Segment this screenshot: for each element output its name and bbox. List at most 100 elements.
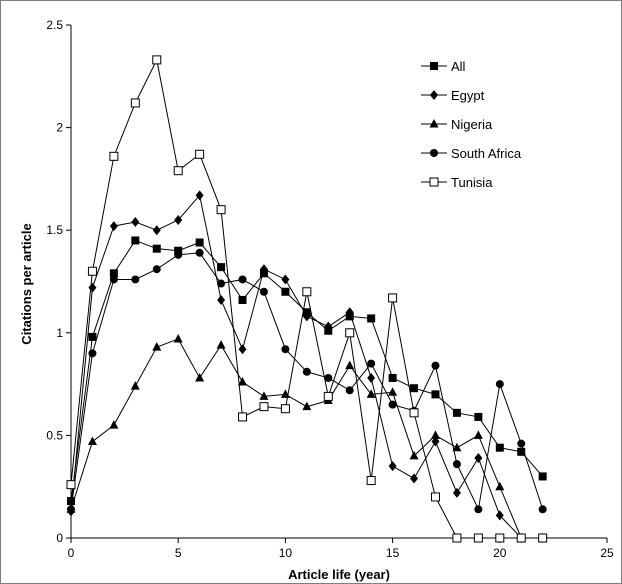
data-point-egypt — [367, 372, 376, 383]
legend-item-tunisia: Tunisia — [421, 175, 493, 190]
data-point-nigeria — [173, 333, 183, 343]
data-point-tunisia — [259, 402, 269, 412]
data-point-nigeria — [152, 342, 162, 351]
data-point-all — [538, 472, 547, 481]
legend-item-nigeria: Nigeria — [421, 117, 493, 132]
data-point-nigeria — [473, 430, 483, 439]
y-tick-label: 0.5 — [46, 428, 63, 442]
data-point-south-africa — [431, 361, 440, 370]
data-point-south-africa — [88, 349, 97, 358]
data-point-egypt — [324, 321, 333, 332]
series-line-egypt — [70, 194, 543, 539]
data-point-tunisia — [430, 492, 440, 502]
data-point-south-africa — [109, 275, 118, 284]
data-point-nigeria — [430, 430, 440, 439]
data-point-egypt — [152, 225, 161, 236]
x-tick-label: 5 — [175, 546, 182, 560]
data-point-egypt — [345, 307, 354, 318]
data-point-all — [238, 295, 247, 304]
data-point-all — [217, 263, 226, 272]
data-point-egypt — [174, 214, 183, 225]
data-point-egypt — [131, 216, 140, 227]
legend: All Egypt Nigeria South Africa Tunisia — [421, 59, 522, 190]
legend-label: Egypt — [451, 88, 485, 103]
data-point-nigeria — [216, 340, 226, 349]
data-point-all — [410, 384, 419, 393]
data-point-nigeria — [366, 389, 376, 398]
data-point-egypt — [474, 452, 483, 463]
data-point-all — [152, 244, 161, 253]
data-point-egypt — [195, 190, 204, 201]
data-point-south-africa — [367, 359, 376, 368]
data-point-tunisia — [173, 166, 183, 176]
data-point-south-africa — [345, 386, 354, 395]
legend-marker — [430, 90, 438, 100]
x-tick-label: 20 — [493, 546, 507, 560]
legend-label: All — [451, 59, 466, 74]
x-tick-label: 10 — [279, 546, 293, 560]
legend-marker — [429, 119, 439, 128]
data-point-tunisia — [495, 533, 505, 543]
data-point-nigeria — [87, 436, 97, 446]
data-point-south-africa — [452, 460, 461, 469]
data-point-tunisia — [345, 328, 355, 338]
y-tick-label: 1.5 — [46, 223, 63, 237]
data-point-nigeria — [345, 360, 355, 370]
data-point-egypt — [217, 294, 226, 305]
x-tick-label: 15 — [386, 546, 400, 560]
y-tick-label: 1 — [56, 326, 63, 340]
data-point-egypt — [410, 473, 419, 484]
data-point-tunisia — [452, 533, 462, 543]
data-point-tunisia — [216, 205, 226, 215]
data-point-tunisia — [516, 533, 526, 543]
data-point-nigeria — [302, 401, 312, 411]
x-tick-label: 25 — [600, 546, 614, 560]
data-point-south-africa — [324, 373, 333, 382]
data-point-egypt — [259, 264, 268, 275]
data-point-south-africa — [495, 380, 504, 389]
data-point-south-africa — [388, 400, 397, 409]
data-point-south-africa — [217, 279, 226, 288]
data-point-all — [67, 497, 75, 506]
legend-marker — [429, 177, 439, 187]
data-point-south-africa — [238, 275, 247, 284]
plot-area — [66, 55, 548, 543]
y-tick-label: 2 — [56, 121, 63, 135]
data-point-tunisia — [195, 149, 205, 159]
data-point-egypt — [88, 282, 97, 293]
data-point-all — [367, 314, 376, 323]
data-point-all — [131, 236, 140, 245]
data-point-nigeria — [130, 381, 140, 390]
data-point-egypt — [388, 461, 397, 472]
legend-label: Tunisia — [451, 175, 493, 190]
y-tick-label: 2.5 — [46, 18, 63, 32]
y-axis-title: Citations per article — [19, 223, 34, 344]
x-tick-label: 0 — [68, 546, 75, 560]
data-point-south-africa — [259, 287, 268, 296]
data-point-nigeria — [195, 372, 205, 382]
x-axis-title: Article life (year) — [288, 567, 390, 582]
data-point-nigeria — [388, 387, 398, 396]
data-point-all — [388, 373, 397, 382]
legend-item-all: All — [421, 59, 466, 74]
data-point-nigeria — [259, 391, 269, 400]
legend-marker — [430, 149, 438, 157]
y-tick-label: 0 — [56, 531, 63, 545]
data-point-all — [474, 412, 483, 421]
data-point-tunisia — [87, 266, 97, 276]
data-point-south-africa — [517, 439, 526, 448]
data-point-nigeria — [409, 450, 419, 460]
series-tunisia — [66, 55, 548, 543]
data-point-all — [452, 408, 461, 417]
data-point-south-africa — [281, 345, 290, 354]
data-point-all — [109, 269, 118, 278]
data-point-all — [495, 443, 504, 452]
data-point-all — [174, 246, 183, 255]
legend-item-egypt: Egypt — [421, 88, 485, 103]
data-point-tunisia — [66, 480, 76, 490]
data-point-all — [517, 447, 526, 456]
data-point-south-africa — [474, 505, 483, 514]
data-point-egypt — [109, 221, 118, 232]
